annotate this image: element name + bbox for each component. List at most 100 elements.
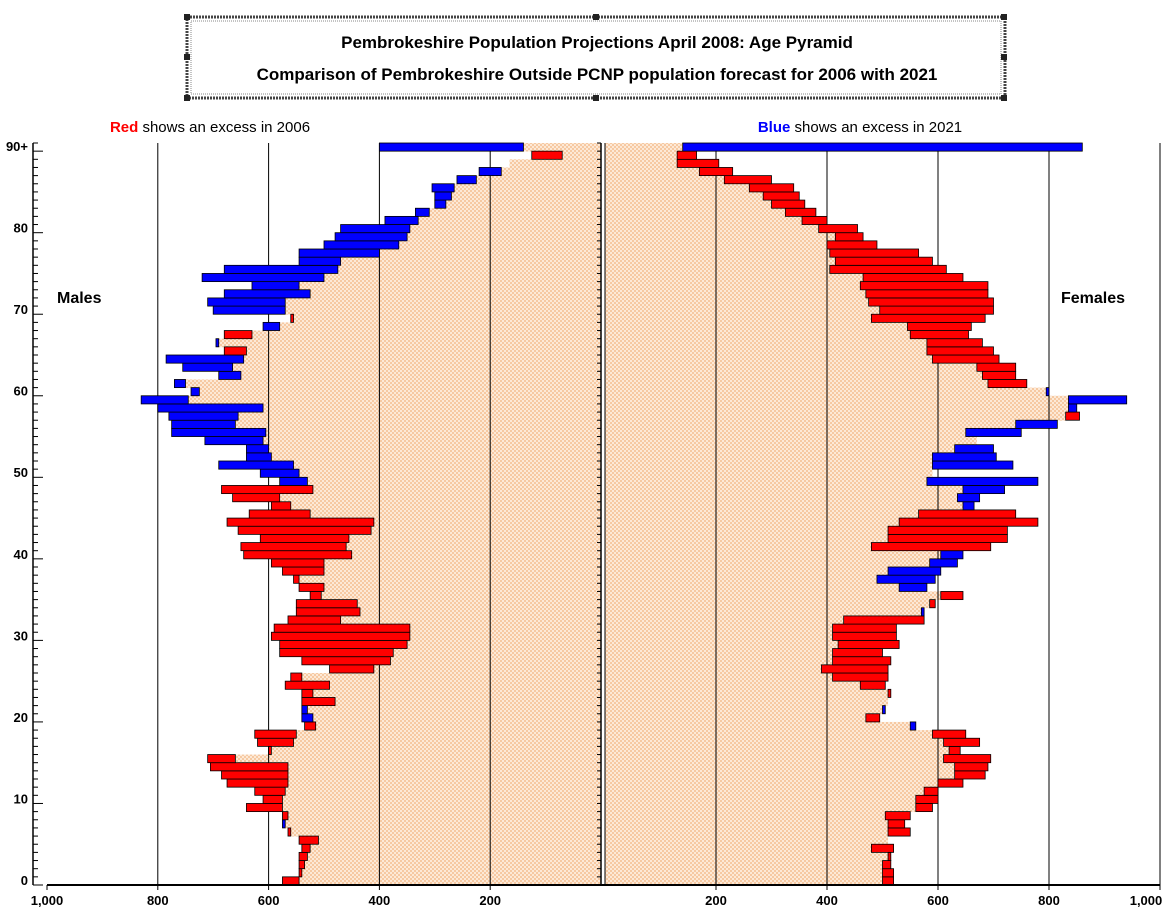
male-common-bar [324, 273, 601, 283]
male-common-bar [523, 143, 601, 152]
male-common-bar [315, 721, 601, 731]
female-common-bar [605, 330, 911, 340]
female-common-bar [605, 493, 958, 503]
male-common-bar [454, 183, 601, 193]
male-excess-2006-bar [226, 517, 375, 527]
male-common-bar [562, 151, 601, 160]
female-common-bar [605, 249, 830, 258]
female-common-bar [605, 183, 750, 193]
female-common-bar [605, 461, 933, 470]
female-common-bar [605, 387, 1047, 397]
male-common-bar [293, 314, 601, 323]
male-common-bar [346, 542, 601, 552]
female-common-bar [605, 803, 916, 813]
y-tick-label: 30 [14, 628, 28, 643]
male-common-bar [188, 395, 601, 405]
female-common-bar [605, 681, 861, 690]
female-excess-2021-bar [940, 550, 964, 560]
male-excess-2006-bar [254, 729, 297, 739]
male-excess-2021-bar [171, 427, 267, 437]
female-common-bar [605, 550, 941, 560]
male-common-bar [299, 281, 601, 291]
x-tick-label-right: 600 [927, 893, 949, 908]
female-common-bar [605, 542, 872, 552]
female-excess-2006-bar [834, 256, 933, 266]
female-common-bar [605, 224, 819, 234]
female-excess-2006-bar [918, 509, 1017, 519]
female-common-bar [605, 607, 922, 617]
female-excess-2021-bar [1068, 403, 1078, 413]
female-common-bar [605, 314, 872, 323]
x-tick-label-right: 200 [705, 893, 727, 908]
y-tick-label: 10 [14, 791, 28, 806]
male-common-bar [293, 738, 601, 747]
female-excess-2006-bar [907, 321, 972, 331]
female-common-bar [605, 738, 944, 747]
male-common-bar [501, 167, 601, 177]
male-excess-2021-bar [323, 240, 400, 250]
y-tick-label: 80 [14, 221, 28, 236]
male-excess-2006-bar [329, 664, 375, 674]
female-common-bar [605, 689, 889, 698]
female-excess-2006-bar [882, 860, 892, 870]
female-excess-2006-bar [832, 672, 889, 682]
male-excess-2021-bar [223, 264, 339, 274]
male-common-bar [235, 420, 602, 429]
male-excess-2006-bar [279, 639, 408, 649]
male-common-bar [301, 868, 601, 878]
female-common-bar [605, 346, 927, 356]
male-excess-2006-bar [243, 550, 353, 560]
male-excess-2021-bar [478, 167, 502, 177]
male-excess-2006-bar [232, 493, 281, 503]
male-excess-2006-bar [282, 566, 325, 576]
male-excess-2021-bar [301, 713, 314, 723]
male-excess-2006-bar [301, 843, 311, 853]
male-common-bar [310, 844, 601, 853]
female-common-bar [605, 697, 889, 707]
male-common-bar [293, 461, 601, 470]
female-common-bar [605, 281, 861, 291]
x-tick-label-left: 1,000 [31, 893, 64, 908]
female-common-bar [605, 371, 983, 380]
female-common-bar [605, 436, 977, 446]
title-handle [184, 95, 190, 101]
male-excess-2006-bar [531, 150, 563, 160]
male-excess-2006-bar [254, 786, 286, 796]
male-excess-2021-bar [168, 411, 239, 421]
female-common-bar [605, 379, 988, 389]
male-excess-2006-bar [207, 754, 236, 764]
female-excess-2021-bar [909, 721, 917, 731]
male-excess-2006-bar [262, 794, 283, 804]
male-common-bar [287, 770, 601, 780]
male-excess-2021-bar [190, 387, 200, 397]
male-excess-2006-bar [301, 656, 391, 666]
female-common-bar [605, 632, 833, 641]
x-tick-label-left: 800 [147, 893, 169, 908]
female-common-bar [605, 852, 889, 861]
male-excess-2006-bar [298, 868, 303, 878]
y-tick-label: 0 [21, 873, 28, 888]
female-excess-2006-bar [829, 248, 919, 258]
female-excess-2006-bar [887, 688, 892, 698]
chart-title-line-1: Pembrokeshire Population Projections Apr… [341, 33, 853, 52]
female-excess-2006-bar [932, 729, 967, 739]
female-common-bar [605, 191, 764, 201]
female-excess-2006-bar [948, 745, 961, 755]
male-excess-2006-bar [223, 346, 247, 356]
male-common-bar [287, 779, 601, 788]
male-excess-2021-bar [279, 476, 308, 486]
female-common-bar [605, 355, 933, 364]
male-excess-2021-bar [207, 297, 286, 307]
x-tick-label-right: 1,000 [1130, 893, 1163, 908]
title-handle [1001, 54, 1007, 60]
female-excess-2006-bar [698, 167, 734, 177]
y-tick-label: 90+ [6, 139, 28, 154]
female-excess-2006-bar [834, 232, 864, 242]
female-common-bar [605, 306, 880, 315]
male-excess-2021-bar [215, 338, 220, 348]
male-common-bar [285, 306, 601, 315]
female-common-bar [605, 730, 933, 739]
female-excess-2006-bar [859, 680, 886, 690]
male-excess-2021-bar [140, 395, 189, 405]
male-common-bar [429, 208, 601, 217]
